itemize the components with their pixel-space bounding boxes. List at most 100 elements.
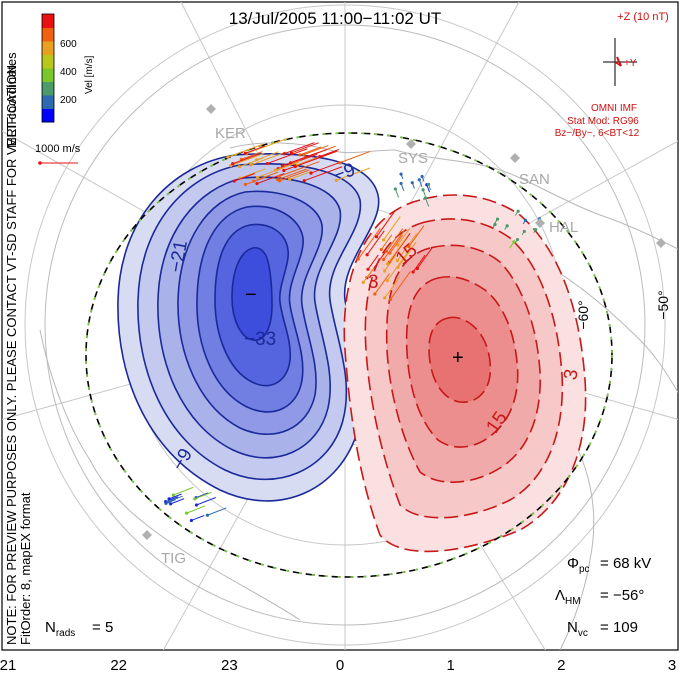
velocity-vector [168,493,182,500]
velocity-vector [319,149,340,157]
colorbar-segment [42,81,54,96]
vector-scale: 1000 m/s [35,143,81,165]
velocity-vector [376,210,396,238]
velocity-vector-origin [361,280,365,284]
velocity-vector-origin [166,500,170,504]
velocity-vector-origin [282,152,286,156]
velocity-vector [389,234,404,254]
velocity-vector [186,505,206,514]
velocity-vector [384,254,397,272]
mlt-coordinates-label: MLT coordinates [4,52,19,148]
velocity-vector [339,151,371,164]
velocity-vector-origin [289,151,294,155]
velocity-vector-origin [421,188,425,192]
velocity-vector [374,273,391,295]
velocity-vector [366,230,385,256]
lambda-hm-value: = −56° [600,587,644,604]
velocity-vector-origin [423,196,428,200]
colorbar-segment [42,54,54,69]
velocity-vector-origin [515,237,520,242]
velocity-vector [412,254,426,273]
mlt-tick-label: 23 [221,657,238,674]
radar-label-ker: KER [215,125,246,142]
velocity-vector [282,151,319,167]
velocity-vector-origin [255,181,259,186]
velocity-vector-origin [302,179,306,183]
colorbar-tick: 200 [60,95,77,106]
velocity-vector-origin [410,181,414,185]
velocity-vector [279,169,310,182]
velocity-vector-origin [287,177,292,182]
velocity-vector-origin [420,174,424,179]
velocity-vector-origin [205,513,210,517]
velocity-vector [291,142,319,154]
velocity-vector [390,271,411,300]
velocity-vector-origin [278,179,282,183]
imf-panel: +Z (10 nT) +Y OMNI IMF Stat Mod: RG96 Bz… [555,11,669,139]
velocity-vector-origin [169,502,173,506]
velocity-vector-origin [252,179,256,183]
velocity-vector-origin [384,249,389,253]
imf-model-line1: Stat Mod: RG96 [567,116,639,127]
latitude-label-50: −50° [655,290,671,319]
velocity-vector-origin [338,161,342,165]
n-vc-value: = 109 [600,619,638,636]
velocity-vector [239,168,266,179]
velocity-vector-origin [298,153,302,157]
velocity-vector [397,227,411,246]
velocity-vector-origin [505,224,509,228]
colorbar-tick: 400 [60,67,77,78]
mlt-tick-label: 2 [557,657,565,674]
velocity-vector [303,145,329,155]
velocity-vector-origin [495,217,500,221]
velocity-vector [256,151,279,161]
radar-marker-extra [656,238,666,248]
velocity-vector [284,142,315,155]
preview-note: NOTE: FOR PREVIEW PURPOSES ONLY. PLEASE … [4,61,19,645]
colorbar-segment [42,27,54,42]
velocity-vector [310,162,339,174]
velocity-vector-origin [193,497,197,501]
velocity-vector [195,492,209,499]
velocity-vector-origin [522,229,526,234]
mlt-tick-label: 3 [668,657,676,674]
velocity-vector-origin [282,168,286,173]
velocity-vector [336,167,370,181]
velocity-vector [387,237,407,265]
velocity-vector-origin [407,244,411,249]
velocity-vector [232,153,259,165]
velocity-vector [397,241,417,268]
velocity-vector [207,507,227,516]
velocity-vector-origin [255,158,259,162]
velocity-vector [257,161,299,178]
velocity-vector-origin [318,154,322,159]
map-title: 13/Jul/2005 11:00−11:02 UT [229,9,442,28]
velocity-vector [388,233,411,263]
velocity-vector-origin [255,175,260,179]
velocity-vector-origin [399,181,403,186]
velocity-vector [245,145,265,154]
velocity-vector-origin [356,257,360,261]
velocity-vector-origin [189,518,194,523]
velocity-vector [234,173,255,182]
n-rads-value: = 5 [92,619,113,636]
velocity-vector-origin [388,297,393,301]
imf-y-label: +Y [624,58,637,69]
velocity-vector-origin [243,182,248,187]
velocity-vector-origin [386,262,390,266]
velocity-vector-origin [493,222,497,227]
radar-marker-tig [142,530,152,540]
positive-potential-cell [343,194,587,553]
velocity-vector-origin [232,179,236,183]
velocity-vector [245,138,288,155]
velocity-vector-origin [231,162,235,166]
velocity-vector [170,498,185,505]
velocity-vector-origin [382,238,386,242]
mlt-tick-label: 22 [110,657,127,674]
velocity-vector [227,143,264,158]
velocity-vector-origin [534,227,538,232]
phi-pc-value: = 68 kV [600,555,651,572]
velocity-vector [357,228,381,260]
velocity-vector-origin [516,209,520,213]
velocity-vector [191,515,205,521]
